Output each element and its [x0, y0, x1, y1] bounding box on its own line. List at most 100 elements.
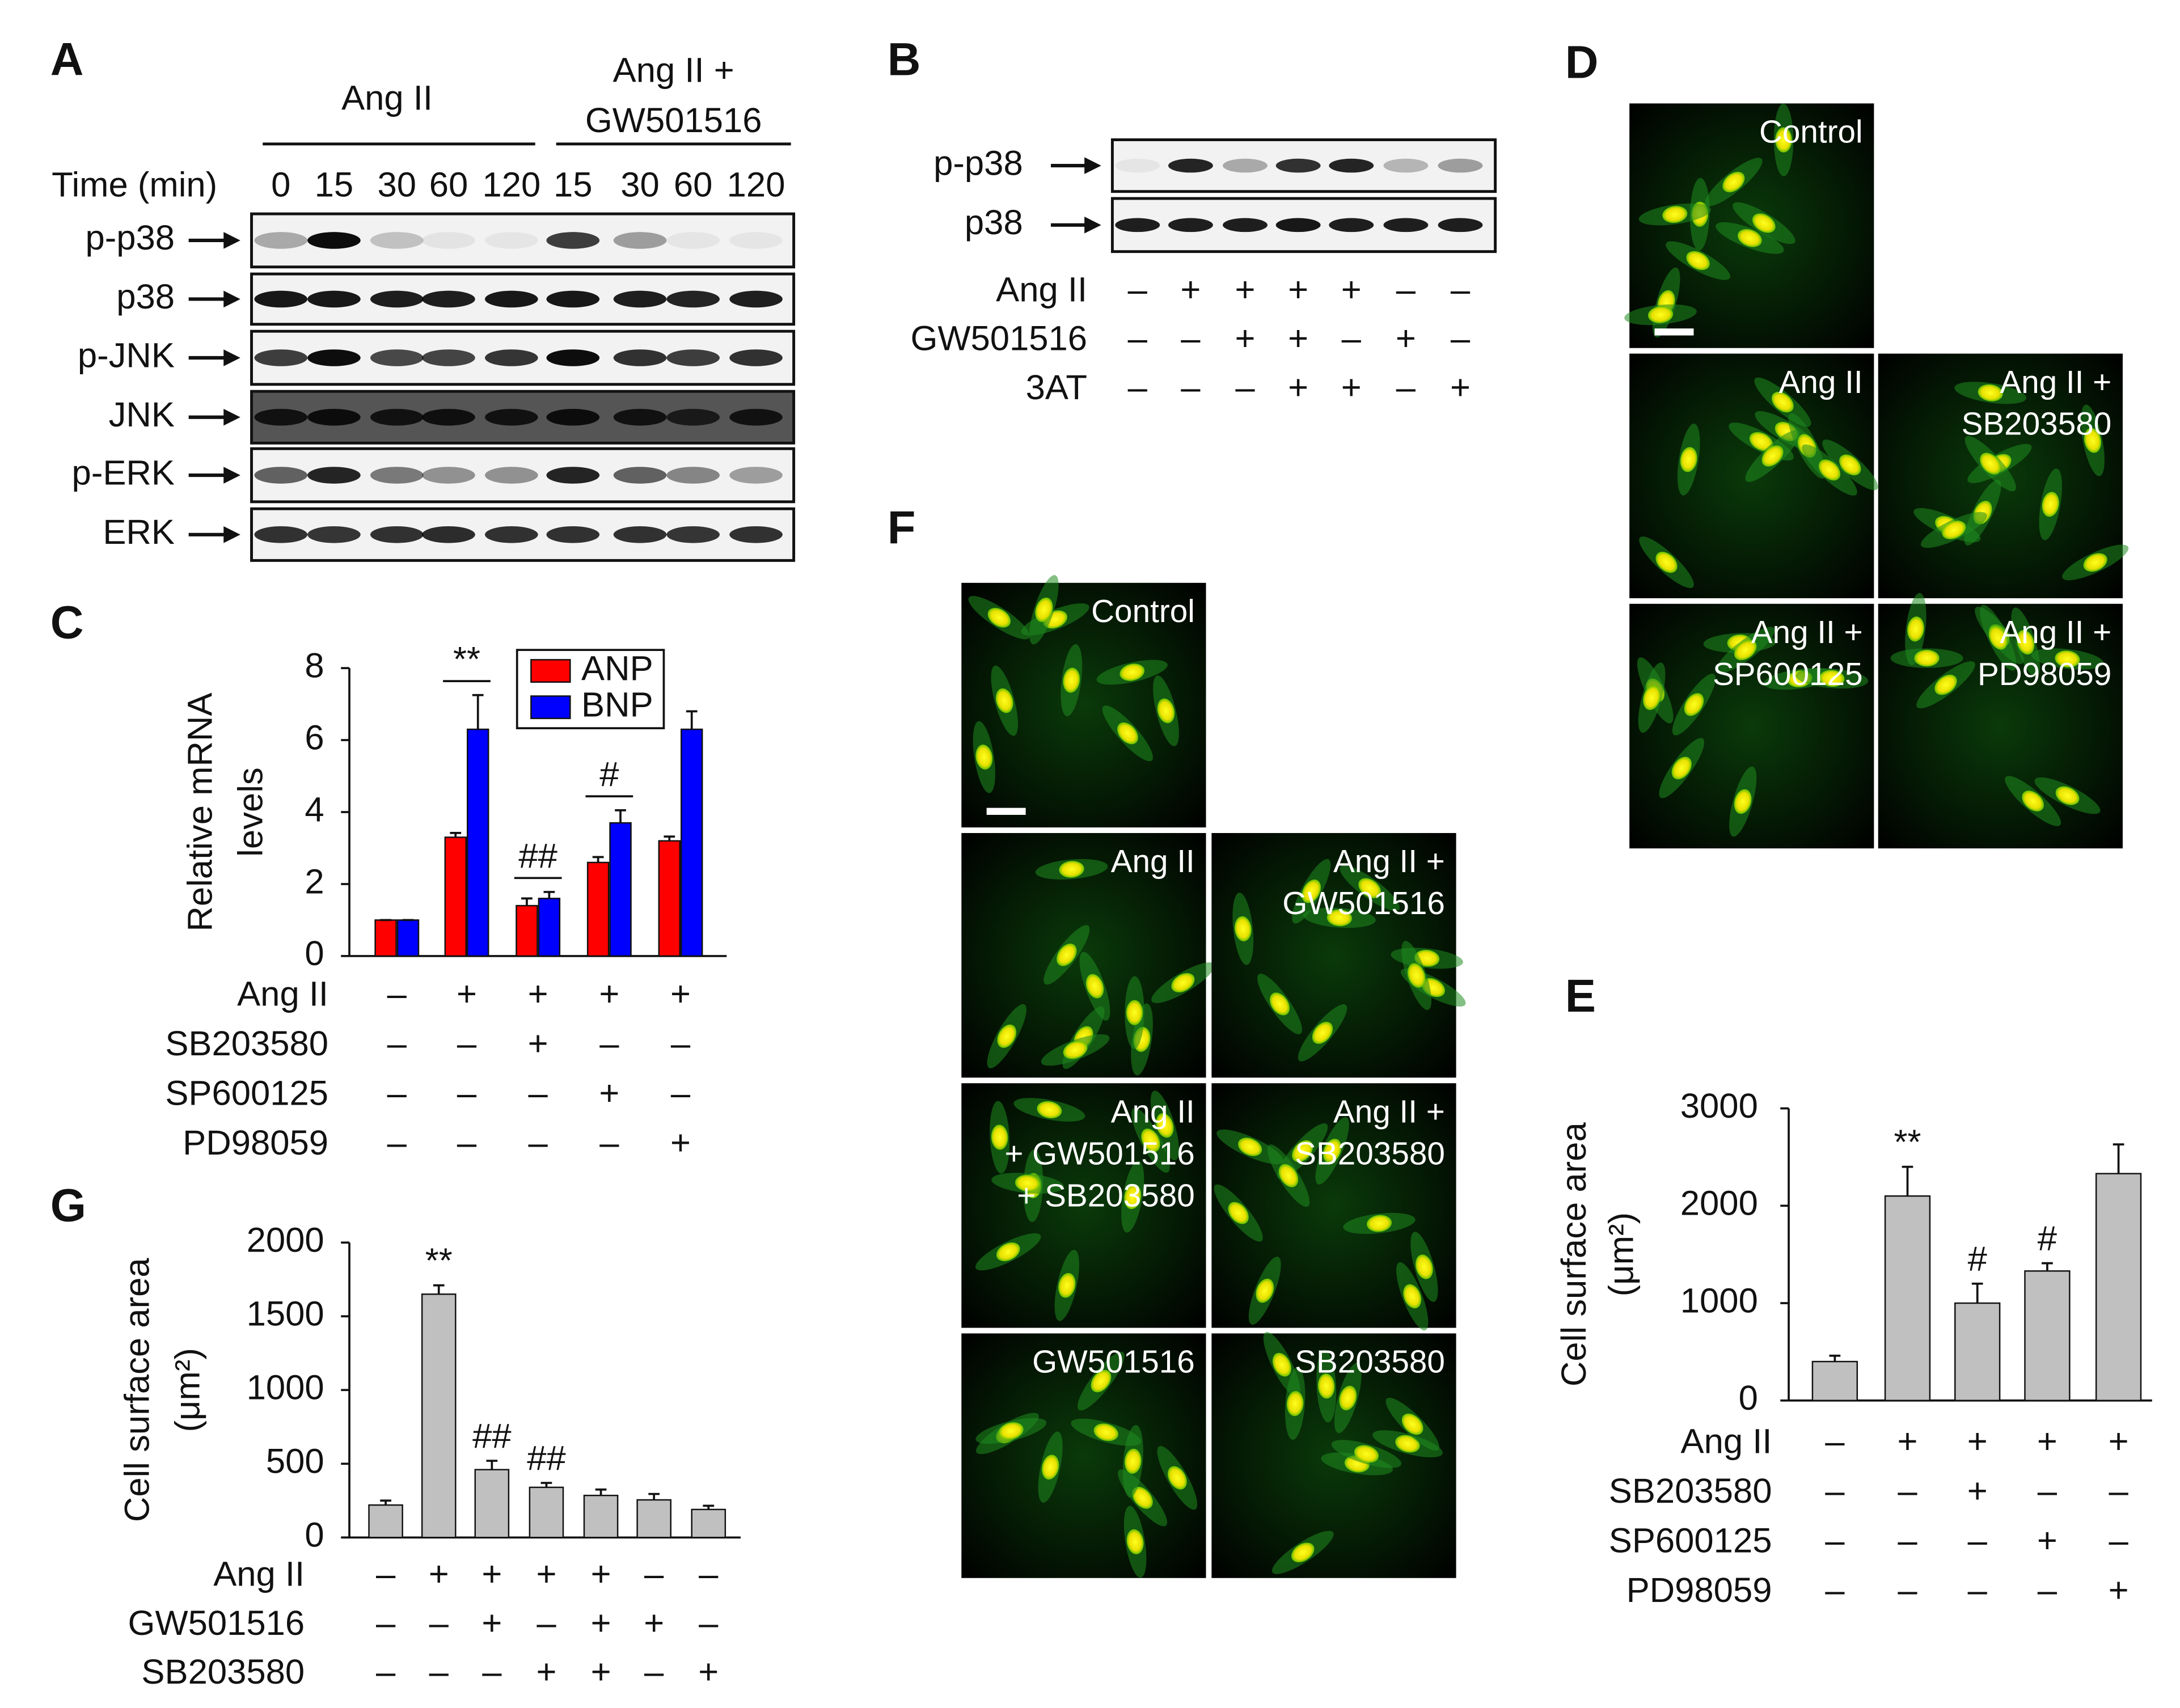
nucleus [1395, 1435, 1420, 1453]
nucleus [1671, 756, 1692, 780]
band [307, 232, 361, 249]
nucleus [1119, 663, 1145, 681]
image-label: + GW501516 [1004, 1136, 1194, 1172]
y-tick-label: 2000 [247, 1220, 324, 1259]
condition-sign: + [1967, 1422, 1988, 1461]
error-bar [521, 897, 533, 906]
nucleus [1662, 206, 1688, 223]
band [1115, 218, 1160, 232]
nucleus [1292, 1140, 1313, 1162]
band [1168, 158, 1213, 173]
condition-sign: – [599, 1024, 619, 1063]
arrow-head [223, 526, 240, 543]
band [485, 526, 538, 543]
nucleus [987, 607, 1011, 628]
panel-letter: A [50, 33, 84, 85]
nucleus [1722, 171, 1745, 193]
condition-sign: – [1342, 319, 1362, 358]
condition-sign: – [376, 1604, 396, 1643]
condition-sign: – [644, 1555, 664, 1594]
error-bar [2042, 1262, 2053, 1271]
condition-sign: – [529, 1074, 548, 1113]
condition-sign: + [591, 1555, 611, 1594]
condition-sign: – [457, 1074, 477, 1113]
band [370, 232, 424, 249]
nucleus [2017, 630, 2035, 655]
nucleus [1124, 1184, 1142, 1210]
band [613, 408, 667, 426]
band [307, 467, 361, 484]
band [666, 349, 720, 366]
condition-sign: + [429, 1555, 449, 1594]
condition-label: 3AT [1026, 368, 1087, 407]
band [1275, 158, 1321, 173]
condition-sign: – [387, 1024, 407, 1063]
condition-sign: – [2038, 1571, 2058, 1610]
band [546, 349, 600, 366]
condition-sign: – [599, 1123, 619, 1162]
error-bar [1971, 1282, 1983, 1304]
nucleus [1407, 963, 1426, 988]
condition-sign: – [699, 1604, 719, 1643]
condition-sign: – [387, 975, 407, 1014]
nucleus [2055, 786, 2080, 805]
nucleus [2022, 790, 2044, 811]
blot-label: p-p38 [933, 143, 1023, 183]
condition-sign: – [1181, 368, 1201, 407]
condition-sign: + [698, 1652, 719, 1692]
blot-label: ERK [103, 513, 175, 552]
arrow-head [223, 290, 240, 308]
panel-letter: E [1565, 970, 1596, 1022]
band [370, 290, 424, 308]
group-label: GW501516 [585, 101, 762, 140]
nucleus [1839, 454, 1861, 476]
condition-sign: – [1898, 1521, 1917, 1560]
band [1383, 158, 1429, 173]
y-axis-label: levels [231, 767, 270, 857]
error-bar [1829, 1354, 1841, 1362]
nucleus [1141, 1128, 1160, 1152]
y-tick-label: 6 [305, 718, 324, 757]
y-tick-label: 3000 [1680, 1086, 1758, 1126]
band [307, 526, 361, 543]
nucleus [1680, 447, 1697, 472]
group-label: Ang II [341, 79, 433, 118]
condition-sign: + [1288, 270, 1308, 309]
band [666, 467, 720, 484]
condition-sign: – [429, 1604, 449, 1643]
nucleus [1037, 1101, 1062, 1119]
nucleus [2055, 650, 2080, 667]
nucleus [1286, 1390, 1304, 1417]
condition-sign: + [2037, 1521, 2058, 1560]
nucleus [1752, 213, 1776, 233]
nucleus [1156, 1113, 1174, 1138]
nucleus [2083, 553, 2107, 572]
nucleus [996, 1242, 1020, 1262]
blot-label: JNK [109, 395, 175, 434]
time-point: 30 [620, 166, 660, 205]
band [546, 290, 600, 308]
bar [2095, 1173, 2142, 1401]
bar [374, 919, 397, 957]
time-point: 60 [429, 166, 468, 205]
blot-label: p38 [116, 277, 175, 316]
nucleus [1171, 973, 1195, 993]
nucleus [1167, 1466, 1187, 1490]
band [546, 232, 600, 249]
condition-sign: + [1288, 319, 1308, 358]
band [1223, 218, 1268, 232]
nucleus [1117, 722, 1138, 745]
condition-sign: + [1180, 270, 1201, 309]
nucleus [1057, 943, 1077, 966]
image-label: Ang II [1111, 1094, 1195, 1130]
image-label: Ang II + [1751, 615, 1863, 650]
y-tick-label: 0 [305, 1516, 324, 1555]
significance-mark: ## [472, 1417, 512, 1456]
condition-sign: + [1396, 319, 1416, 358]
nucleus [1415, 1254, 1433, 1279]
nucleus [1907, 616, 1924, 642]
condition-sign: + [1450, 368, 1471, 407]
nucleus [1312, 1021, 1333, 1044]
band [729, 232, 783, 249]
